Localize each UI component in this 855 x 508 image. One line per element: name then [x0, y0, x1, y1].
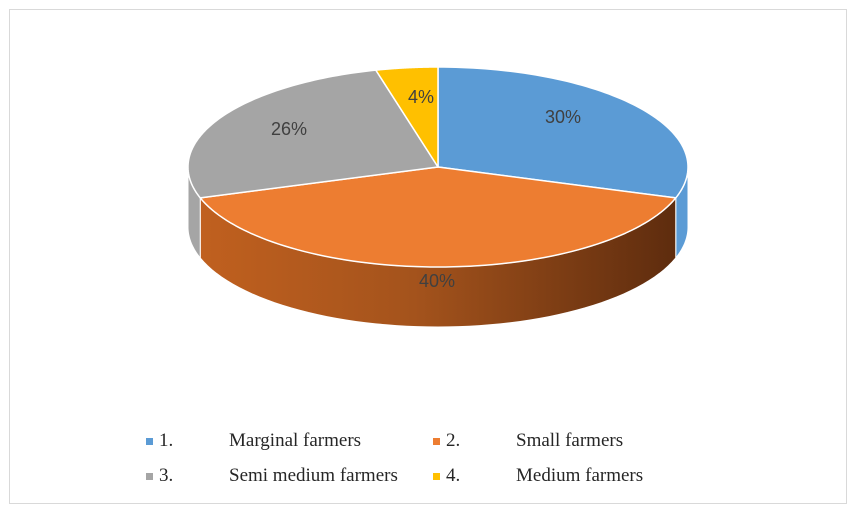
pie-side [187, 167, 689, 328]
legend-row-2: 3. Semi medium farmers 4. Medium farmers [0, 462, 855, 490]
legend-label: Small farmers [516, 430, 624, 451]
slice-label-small: 40% [419, 271, 455, 291]
legend-swatch-small [433, 437, 440, 445]
legend-number: 3. [159, 465, 174, 486]
legend-item-semi-medium: 3. Semi medium farmers [146, 462, 398, 490]
legend-item-small: 2. Small farmers [433, 427, 623, 455]
legend-item-medium: 4. Medium farmers [433, 462, 643, 490]
legend-label: Medium farmers [516, 465, 644, 486]
slice-label-semi-medium: 26% [271, 119, 307, 139]
legend-label: Semi medium farmers [229, 465, 398, 486]
pie-slice-small [199, 166, 677, 268]
pie-labels: 30% 40% 26% 4% [271, 87, 581, 291]
pie-slice-semi-medium [187, 69, 439, 199]
pie-slice-marginal [437, 66, 689, 199]
legend-row-1: 1. Marginal farmers 2. Small farmers [0, 427, 855, 455]
legend-number: 1. [159, 430, 174, 451]
legend-number: 2. [446, 430, 461, 451]
slice-label-medium: 4% [408, 87, 434, 107]
slice-label-marginal: 30% [545, 107, 581, 127]
legend-swatch-marginal [146, 437, 153, 445]
pie-slice-medium [375, 66, 439, 168]
legend-swatch-semi-medium [146, 472, 153, 480]
legend-label: Marginal farmers [229, 430, 362, 451]
legend-item-marginal: 1. Marginal farmers [146, 427, 361, 455]
legend-number: 4. [446, 465, 461, 486]
pie-slices [187, 66, 689, 268]
legend-swatch-medium [433, 472, 440, 480]
